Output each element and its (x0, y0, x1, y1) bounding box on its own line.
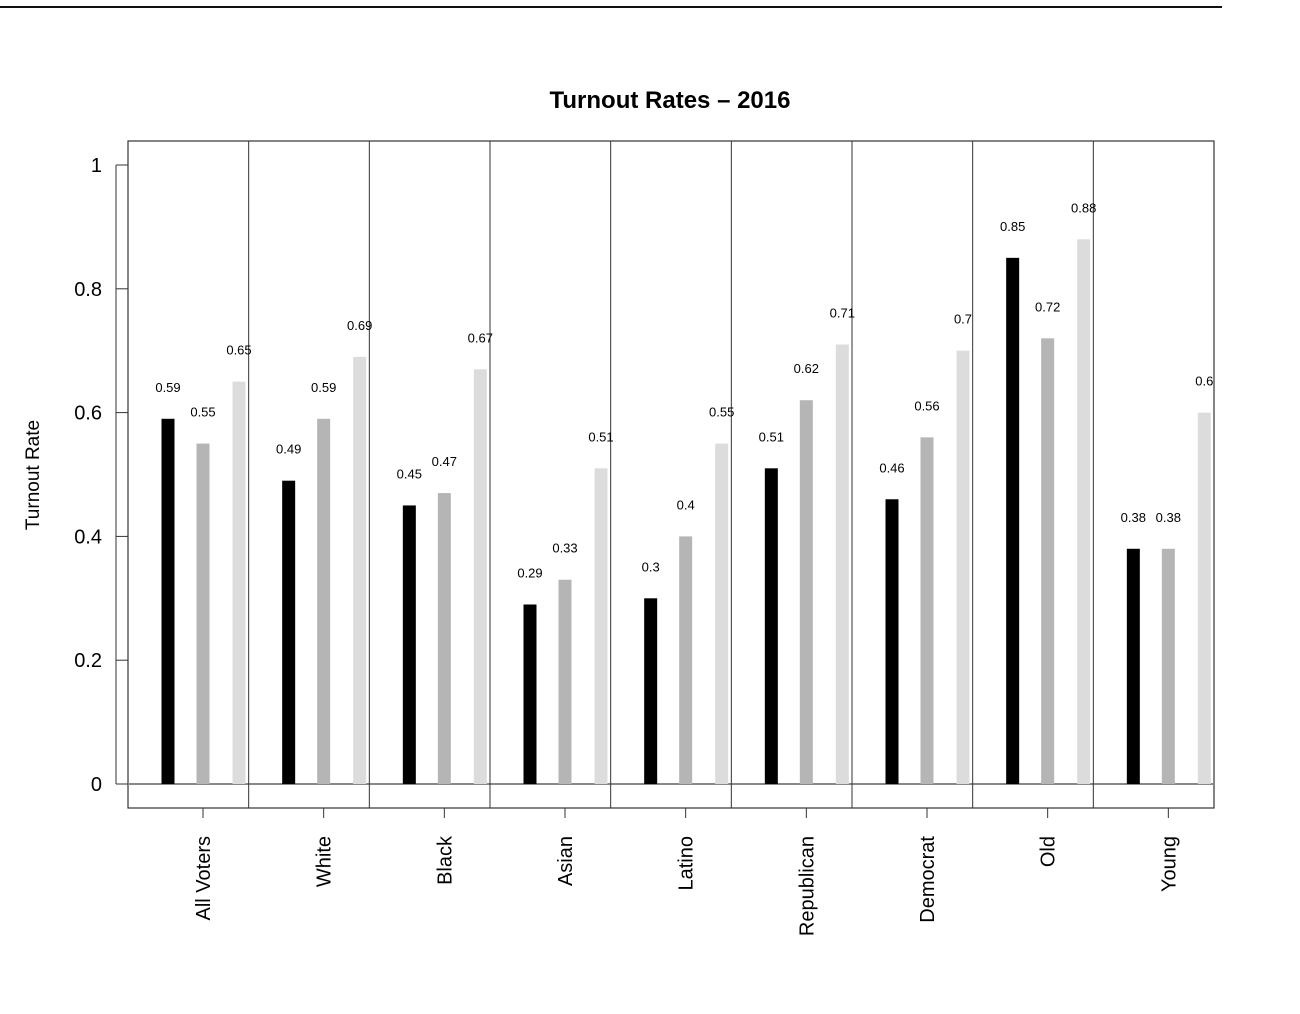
bar (644, 598, 658, 784)
y-tick-label: 0 (91, 774, 102, 796)
data-label: 0.7 (954, 312, 972, 327)
data-label: 0.72 (1035, 299, 1060, 314)
y-tick-label: 0.6 (74, 403, 102, 425)
y-axis-label: Turnout Rate (23, 420, 44, 530)
y-tick-label: 0.4 (74, 526, 102, 548)
data-label: 0.51 (588, 429, 613, 444)
plot-area: 0 0.2 0.4 0.6 0.8 1 0.59 0.55 0.65 All Voters 0.49… (74, 140, 1215, 936)
data-label: 0.62 (794, 361, 819, 376)
data-label: 0.67 (468, 330, 493, 345)
bar (715, 443, 729, 784)
bar (679, 536, 693, 784)
bar (1197, 412, 1211, 784)
bar (232, 381, 246, 784)
y-tick-label: 0.2 (74, 650, 102, 672)
bar (353, 356, 367, 784)
bar (473, 369, 487, 784)
bar (1006, 257, 1020, 785)
data-label: 0.4 (677, 497, 695, 512)
data-label: 0.3 (642, 559, 660, 574)
bar (558, 579, 572, 784)
bar (956, 350, 970, 784)
bar (161, 418, 175, 784)
data-label: 0.85 (1000, 219, 1025, 234)
x-tick-label: Young (1158, 836, 1180, 892)
x-tick-label: Republican (796, 836, 818, 936)
data-label: 0.38 (1121, 510, 1146, 525)
x-tick-label: White (314, 836, 336, 887)
bar (196, 443, 210, 784)
bar (523, 604, 537, 784)
y-tick-label: 1 (91, 155, 102, 177)
data-label: 0.71 (830, 306, 855, 321)
data-label: 0.65 (226, 343, 251, 358)
bar (835, 344, 849, 784)
data-label: 0.55 (190, 405, 215, 420)
plot-frame (127, 140, 1215, 809)
bar (594, 468, 608, 784)
data-label: 0.88 (1071, 200, 1096, 215)
data-label: 0.55 (709, 405, 734, 420)
data-label: 0.33 (552, 541, 577, 556)
bar (920, 437, 934, 784)
bar (1077, 239, 1091, 784)
bar (317, 418, 331, 784)
data-label: 0.56 (914, 398, 939, 413)
bar (1126, 548, 1140, 784)
bar (764, 468, 778, 784)
x-tick-label: All Voters (193, 836, 215, 920)
data-label: 0.29 (517, 565, 542, 580)
bar (282, 480, 296, 784)
top-rule (0, 6, 1222, 8)
data-label: 0.59 (311, 380, 336, 395)
x-tick-label: Democrat (917, 836, 939, 923)
data-label: 0.69 (347, 318, 372, 333)
bar (402, 505, 416, 784)
chart-title: Turnout Rates – 2016 (550, 87, 791, 114)
data-label: 0.49 (276, 442, 301, 457)
x-tick-label: Asian (555, 836, 577, 886)
data-label: 0.38 (1156, 510, 1181, 525)
data-label: 0.47 (432, 454, 457, 469)
bar (799, 400, 813, 784)
data-label: 0.59 (155, 380, 180, 395)
y-tick-label: 0.8 (74, 279, 102, 301)
data-label: 0.46 (879, 460, 904, 475)
bar (885, 499, 899, 784)
bar (437, 493, 451, 784)
data-label: 0.45 (397, 466, 422, 481)
data-label: 0.6 (1195, 374, 1213, 389)
x-tick-label: Latino (676, 836, 698, 891)
x-tick-label: Old (1038, 836, 1060, 867)
bar (1041, 338, 1055, 784)
data-label: 0.51 (759, 429, 784, 444)
bar (1161, 548, 1175, 784)
x-tick-label: Black (434, 835, 456, 885)
